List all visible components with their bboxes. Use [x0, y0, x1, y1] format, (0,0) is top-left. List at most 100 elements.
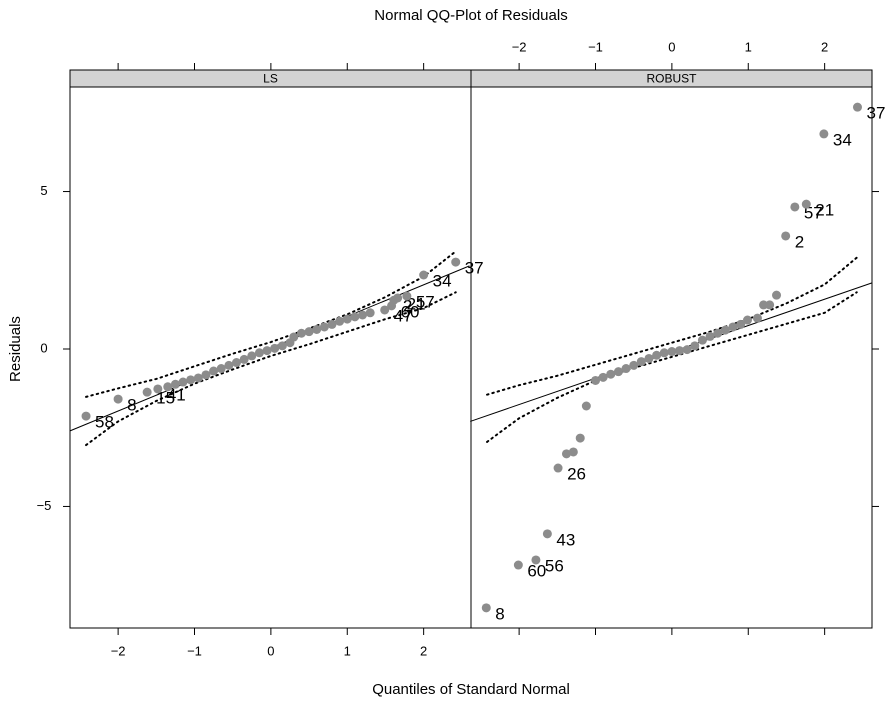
point — [216, 364, 226, 374]
point — [342, 314, 352, 324]
point — [402, 291, 412, 301]
point — [350, 312, 360, 322]
point — [142, 387, 152, 397]
y-tick-label: 5 — [40, 183, 47, 198]
point-label: 2 — [795, 232, 804, 251]
point — [752, 313, 762, 323]
point — [621, 364, 631, 374]
point-label: 43 — [556, 530, 575, 549]
x-tick-label-top: −2 — [512, 39, 527, 54]
point — [335, 316, 345, 326]
point — [224, 360, 234, 370]
point — [598, 372, 608, 382]
confidence-envelope — [85, 250, 457, 398]
point — [575, 433, 585, 443]
point — [289, 332, 299, 342]
point — [697, 335, 707, 345]
point — [606, 369, 616, 379]
point — [772, 290, 782, 300]
confidence-envelope — [486, 256, 858, 396]
point — [720, 325, 730, 335]
x-axis-label: Quantiles of Standard Normal — [372, 681, 570, 698]
panel-frame — [69, 86, 472, 629]
point — [247, 351, 257, 361]
point — [319, 322, 329, 332]
x-tick-label: 1 — [344, 643, 351, 658]
point-label: 37 — [465, 259, 484, 278]
point — [193, 373, 203, 383]
x-tick-label-top: 0 — [668, 39, 675, 54]
point — [581, 401, 591, 411]
point-label: 58 — [95, 413, 114, 432]
point — [613, 367, 623, 377]
point — [178, 377, 188, 387]
point — [312, 324, 322, 334]
point — [327, 319, 337, 329]
point-label: 41 — [167, 385, 186, 404]
point — [531, 555, 541, 565]
point — [728, 322, 738, 332]
point — [186, 375, 196, 385]
point — [790, 202, 800, 212]
point — [419, 270, 429, 280]
point — [304, 327, 314, 337]
point — [852, 102, 862, 112]
y-tick-label: 0 — [40, 340, 47, 355]
point — [481, 603, 491, 613]
point — [209, 366, 219, 376]
point — [451, 257, 461, 267]
x-tick-label: −1 — [187, 643, 202, 658]
point — [652, 350, 662, 360]
point — [705, 331, 715, 341]
point — [553, 463, 563, 473]
point — [170, 379, 180, 389]
point — [781, 231, 791, 241]
point — [591, 375, 601, 385]
point — [513, 560, 523, 570]
point — [636, 357, 646, 367]
point-label: 56 — [545, 556, 564, 575]
point — [542, 529, 552, 539]
point-label: 60 — [527, 562, 546, 581]
x-tick-label-top: 2 — [821, 39, 828, 54]
point-label: 57 — [804, 203, 823, 222]
point — [561, 449, 571, 459]
point — [358, 310, 368, 320]
point — [736, 319, 746, 329]
x-tick-label: −2 — [111, 643, 126, 658]
point-label: 34 — [433, 271, 452, 290]
point — [81, 411, 91, 421]
point — [254, 348, 264, 358]
point — [365, 308, 375, 318]
point-label: 34 — [833, 130, 852, 149]
point — [675, 346, 685, 356]
point — [380, 305, 390, 315]
point-label: 47 — [394, 306, 413, 325]
point-label: 21 — [815, 201, 834, 220]
point — [262, 346, 272, 356]
point — [113, 394, 123, 404]
point — [270, 343, 280, 353]
point — [239, 354, 249, 364]
point — [153, 384, 163, 394]
point-label: 8 — [495, 604, 504, 623]
point — [163, 382, 173, 392]
point-label: 57 — [416, 293, 435, 312]
point — [742, 315, 752, 325]
chart-title: Normal QQ-Plot of Residuals — [374, 7, 567, 24]
strip-label: ROBUST — [646, 72, 697, 86]
point — [568, 447, 578, 457]
point-label: 26 — [567, 465, 586, 484]
strip-label: LS — [263, 72, 278, 86]
point-label: 8 — [127, 396, 136, 415]
point — [667, 347, 677, 357]
point — [690, 341, 700, 351]
point-label: 15 — [156, 389, 175, 408]
point-label: 37 — [866, 104, 885, 123]
y-axis-label: Residuals — [7, 316, 24, 382]
point — [659, 348, 669, 358]
point — [232, 358, 242, 368]
point — [201, 370, 211, 380]
y-tick-label: −5 — [37, 498, 52, 513]
